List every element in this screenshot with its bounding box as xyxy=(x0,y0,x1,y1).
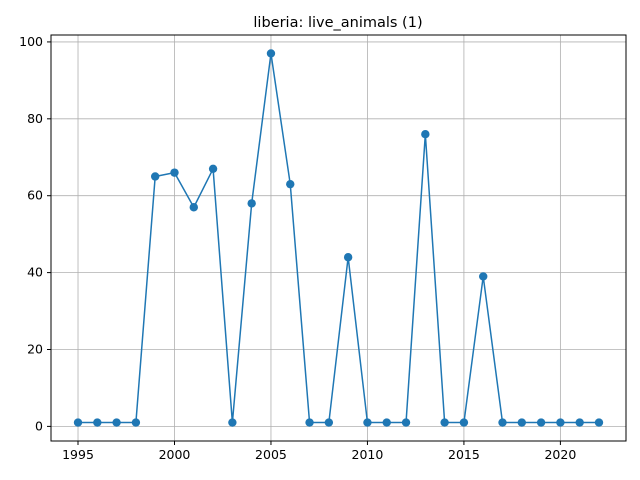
data-series xyxy=(73,49,604,427)
y-tick-label: 0 xyxy=(35,418,43,433)
data-point xyxy=(93,418,102,427)
y-tick-label: 80 xyxy=(27,111,43,126)
data-point xyxy=(498,418,507,427)
data-point xyxy=(536,418,546,427)
grid-lines xyxy=(51,35,626,441)
x-tick-label: 2000 xyxy=(159,447,191,462)
y-tick-label: 40 xyxy=(27,265,43,280)
data-point xyxy=(556,418,565,427)
x-tick-label: 2005 xyxy=(255,447,287,462)
data-point xyxy=(247,199,256,208)
x-tick-label: 2010 xyxy=(352,447,384,462)
data-point xyxy=(73,418,83,427)
data-point xyxy=(208,164,218,173)
data-point xyxy=(459,418,469,427)
data-point xyxy=(479,272,488,281)
y-tick-label: 100 xyxy=(19,34,43,49)
data-point xyxy=(170,168,179,177)
data-point xyxy=(228,418,237,427)
data-point xyxy=(401,418,411,427)
y-axis-ticks: 0 20 40 60 80 100 xyxy=(19,34,51,433)
data-point xyxy=(382,418,391,427)
x-tick-label: 2020 xyxy=(544,447,576,462)
data-point xyxy=(575,418,584,427)
data-point xyxy=(594,418,604,427)
series-line xyxy=(77,52,600,424)
y-tick-label: 60 xyxy=(27,188,43,203)
data-point xyxy=(421,129,430,139)
data-point xyxy=(150,172,160,181)
data-point xyxy=(266,49,276,58)
axes xyxy=(50,34,627,442)
data-point xyxy=(112,418,121,427)
data-point xyxy=(517,418,527,427)
x-tick-label: 1995 xyxy=(62,447,94,462)
data-point xyxy=(286,179,295,189)
plot-frame xyxy=(50,34,627,442)
data-point xyxy=(324,418,334,427)
data-point xyxy=(189,203,198,212)
data-point xyxy=(131,418,141,427)
x-axis-ticks: 1995 2000 2005 2010 2015 2020 xyxy=(62,441,576,462)
data-point xyxy=(343,253,353,262)
x-tick-label: 2015 xyxy=(448,447,480,462)
data-point xyxy=(305,418,314,427)
data-point xyxy=(440,418,449,427)
data-point xyxy=(363,418,372,427)
y-tick-label: 20 xyxy=(27,341,43,356)
chart-title: liberia: live_animals (1) xyxy=(253,15,422,31)
